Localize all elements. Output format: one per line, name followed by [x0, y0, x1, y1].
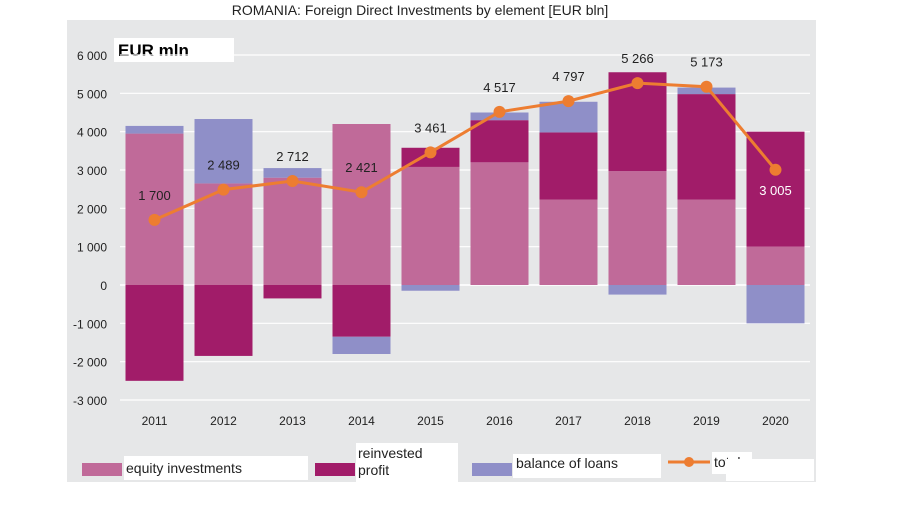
bar-equity	[746, 246, 805, 285]
legend-blank-box	[726, 459, 814, 481]
line-layer	[148, 77, 782, 226]
legend-label-reinvested-line1: reinvested	[358, 445, 423, 461]
total-data-label: 4 517	[483, 80, 516, 95]
legend-swatch-reinvested	[315, 463, 355, 476]
bar-equity	[539, 199, 598, 285]
legend-bg-reinvested	[356, 443, 458, 483]
total-line	[153, 81, 777, 222]
total-data-label: 3 461	[414, 120, 447, 135]
x-tick-label: 2019	[693, 414, 720, 428]
bar-loans	[401, 285, 460, 291]
total-data-label: 5 266	[621, 51, 654, 66]
total-point	[493, 105, 506, 118]
total-point	[148, 213, 161, 226]
legend-swatch-loans	[472, 463, 512, 476]
total-data-label: 2 489	[207, 158, 240, 173]
y-tick-label: 4 000	[77, 126, 107, 140]
total-point	[286, 175, 299, 188]
total-data-label: 2 712	[276, 149, 309, 164]
legend-label-equity: equity investments	[126, 460, 242, 476]
bar-reinvested	[332, 285, 391, 337]
unit-label: EUR mln	[118, 41, 189, 60]
x-tick-label: 2014	[348, 414, 375, 428]
y-tick-label: -2 000	[73, 356, 107, 370]
x-tick-label: 2011	[142, 414, 168, 428]
x-tick-label: 2020	[762, 414, 789, 428]
bar-equity	[470, 162, 529, 285]
bar-reinvested	[746, 131, 805, 247]
y-tick-label: 5 000	[77, 87, 107, 101]
total-point	[631, 77, 644, 90]
y-tick-label: -3 000	[73, 394, 107, 408]
bar-equity	[608, 171, 667, 285]
total-data-label: 2 421	[345, 160, 378, 175]
total-data-label: 5 173	[690, 55, 723, 70]
bar-loans	[125, 125, 184, 134]
total-point	[424, 146, 437, 159]
x-tick-label: 2013	[279, 414, 306, 428]
bar-loans	[746, 285, 805, 324]
legend-label-loans: balance of loans	[516, 455, 618, 471]
x-tick-label: 2012	[210, 414, 237, 428]
x-tick-label: 2016	[486, 414, 513, 428]
y-tick-label: 3 000	[77, 164, 107, 178]
bar-reinvested	[539, 132, 598, 200]
total-point	[700, 80, 713, 93]
total-point	[769, 163, 782, 176]
axis-layer: -3 000 -2 000 -1 000 0 1 000 2 000 3 000 4 000 5…	[73, 49, 789, 428]
legend-bg-loans	[513, 454, 661, 478]
bar-reinvested	[125, 285, 184, 381]
y-tick-label: -1 000	[73, 317, 107, 331]
legend-label-reinvested-line2: profit	[358, 462, 389, 478]
bar-loans	[332, 336, 391, 354]
bar-equity	[401, 166, 460, 285]
y-tick-label: 1 000	[77, 241, 107, 255]
label-layer: 1 700 2 489 2 712 2 421 3 461 4 517 4 797 5 266…	[138, 51, 792, 203]
bar-equity	[125, 133, 184, 285]
bar-equity	[677, 199, 736, 285]
total-data-label: 3 005	[759, 183, 792, 198]
legend-swatch-equity	[82, 463, 122, 476]
x-tick-label: 2017	[555, 414, 582, 428]
legend-marker-total	[684, 457, 694, 467]
bar-loans	[263, 168, 322, 178]
x-tick-label: 2018	[624, 414, 651, 428]
total-data-label: 4 797	[552, 69, 585, 84]
unit-label-box	[114, 38, 234, 62]
y-tick-label: 6 000	[77, 49, 107, 63]
total-point	[217, 183, 230, 196]
bar-loans	[608, 285, 667, 295]
y-tick-label: 2 000	[77, 202, 107, 216]
legend-bg-equity	[124, 456, 308, 480]
total-point	[562, 95, 575, 108]
chart-title: ROMANIA: Foreign Direct Investments by e…	[231, 2, 609, 18]
bar-equity	[263, 177, 322, 285]
y-tick-label: 0	[100, 279, 107, 293]
bar-reinvested	[263, 285, 322, 299]
legend: equity investments reinvested profit bal…	[82, 443, 814, 483]
bar-reinvested	[194, 285, 253, 356]
legend-label-reinvested: reinvested profit	[358, 445, 426, 478]
bar-equity	[332, 124, 391, 285]
total-point	[355, 186, 368, 199]
total-data-label: 1 700	[138, 188, 171, 203]
bar-reinvested	[470, 120, 529, 163]
bar-loans	[194, 119, 253, 184]
x-tick-label: 2015	[417, 414, 444, 428]
bar-layer	[125, 72, 805, 381]
bar-equity	[194, 183, 253, 285]
